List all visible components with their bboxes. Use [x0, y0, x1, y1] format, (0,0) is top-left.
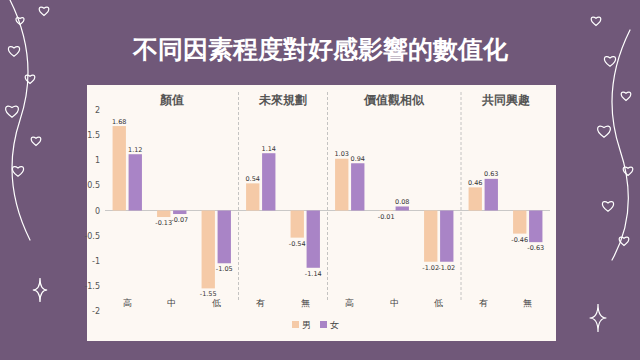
- category-label: 中: [167, 298, 176, 308]
- category-label: 高: [345, 298, 354, 308]
- y-tick-label: -2: [92, 307, 100, 316]
- data-label: 0.54: [245, 175, 259, 183]
- bar: [396, 206, 409, 210]
- heart: [6, 106, 19, 117]
- legend: 男女: [292, 320, 339, 330]
- title: 不同因素程度對好感影響的數值化: [132, 35, 509, 64]
- bar: [202, 211, 215, 289]
- bar: [157, 211, 170, 218]
- zero-line: [105, 210, 550, 211]
- vine: [612, 30, 630, 260]
- bar: [529, 211, 542, 243]
- data-label: -1.02: [438, 264, 455, 272]
- heart: [598, 126, 611, 137]
- y-tick-label: -1: [92, 257, 100, 266]
- bar: [335, 159, 348, 211]
- legend-swatch: [320, 321, 327, 328]
- category-label: 有: [479, 298, 488, 308]
- data-label: -1.02: [422, 264, 439, 272]
- background: [0, 0, 640, 360]
- group-label: 價值觀相似: [363, 93, 425, 107]
- data-label: 0.94: [351, 155, 365, 163]
- y-tick-label: 1: [95, 156, 100, 165]
- category-label: 中: [390, 298, 399, 308]
- data-label: 1.12: [128, 146, 142, 154]
- bar: [485, 179, 498, 211]
- group-label: 顏值: [159, 93, 184, 107]
- bar: [291, 211, 304, 238]
- heart: [25, 75, 35, 83]
- bar: [307, 211, 320, 268]
- bar: [218, 211, 231, 264]
- bar: [173, 211, 186, 215]
- data-label: 1.68: [112, 118, 126, 126]
- bars: [113, 126, 543, 288]
- data-labels: 1.68-0.13-1.550.54-0.541.03-0.01-1.020.4…: [112, 118, 544, 299]
- legend-label: 男: [302, 320, 311, 330]
- group-separator: [238, 92, 239, 300]
- bar: [246, 183, 259, 210]
- data-label: 1.14: [262, 145, 276, 153]
- chart-card: [87, 85, 556, 341]
- heart: [12, 167, 23, 177]
- y-tick-label: 0.5: [87, 181, 100, 190]
- data-label: 0.08: [395, 198, 409, 206]
- bar: [513, 211, 526, 234]
- group-label: 共同興趣: [481, 93, 530, 107]
- vine: [10, 0, 30, 240]
- group-separator: [461, 92, 462, 300]
- chart-root: 不同因素程度對好感影響的數值化 -2 -1.5 -1 -0.5 0 0.5 1 1.5 2 顏值 未來…: [0, 0, 640, 360]
- heart: [31, 137, 41, 145]
- category-label: 低: [212, 298, 221, 308]
- y-tick-label: -1.5: [84, 282, 100, 291]
- legend-label: 女: [330, 320, 339, 330]
- heart: [621, 92, 631, 100]
- sparkle: [590, 304, 607, 332]
- bar: [262, 153, 275, 210]
- bar: [380, 210, 393, 212]
- sparkle: [33, 278, 47, 302]
- y-tick-label: -0.5: [84, 232, 100, 241]
- data-label: -1.05: [216, 265, 233, 273]
- data-label: -0.01: [378, 213, 395, 221]
- heart: [8, 47, 19, 57]
- data-label: -0.13: [155, 219, 172, 227]
- data-label: 0.63: [484, 170, 498, 178]
- data-label: -0.54: [289, 240, 306, 248]
- category-label: 無: [301, 298, 310, 308]
- bar: [424, 211, 437, 262]
- legend-swatch: [292, 321, 299, 328]
- bar: [113, 126, 126, 210]
- data-label: -1.14: [305, 270, 322, 278]
- y-tick-label: 1.5: [87, 131, 100, 140]
- bar: [440, 211, 453, 262]
- category-label: 有: [256, 298, 265, 308]
- category-label: 高: [123, 298, 132, 308]
- data-label: -0.46: [511, 236, 528, 244]
- data-label: 0.46: [468, 179, 482, 187]
- bar: [129, 154, 142, 210]
- y-tick-label: 0: [95, 207, 100, 216]
- category-label: 低: [434, 298, 443, 308]
- bar: [351, 163, 364, 210]
- heart: [604, 57, 615, 67]
- group-separator: [327, 92, 328, 300]
- heart: [39, 7, 49, 15]
- bar: [469, 187, 482, 210]
- heart: [602, 202, 613, 212]
- heart: [591, 17, 601, 25]
- group-label: 未來規劃: [258, 93, 307, 107]
- y-tick-label: 2: [95, 106, 100, 115]
- category-label: 無: [523, 298, 532, 308]
- data-label: 1.03: [334, 150, 348, 158]
- data-label: -0.63: [527, 244, 544, 252]
- data-label: -0.07: [171, 216, 188, 224]
